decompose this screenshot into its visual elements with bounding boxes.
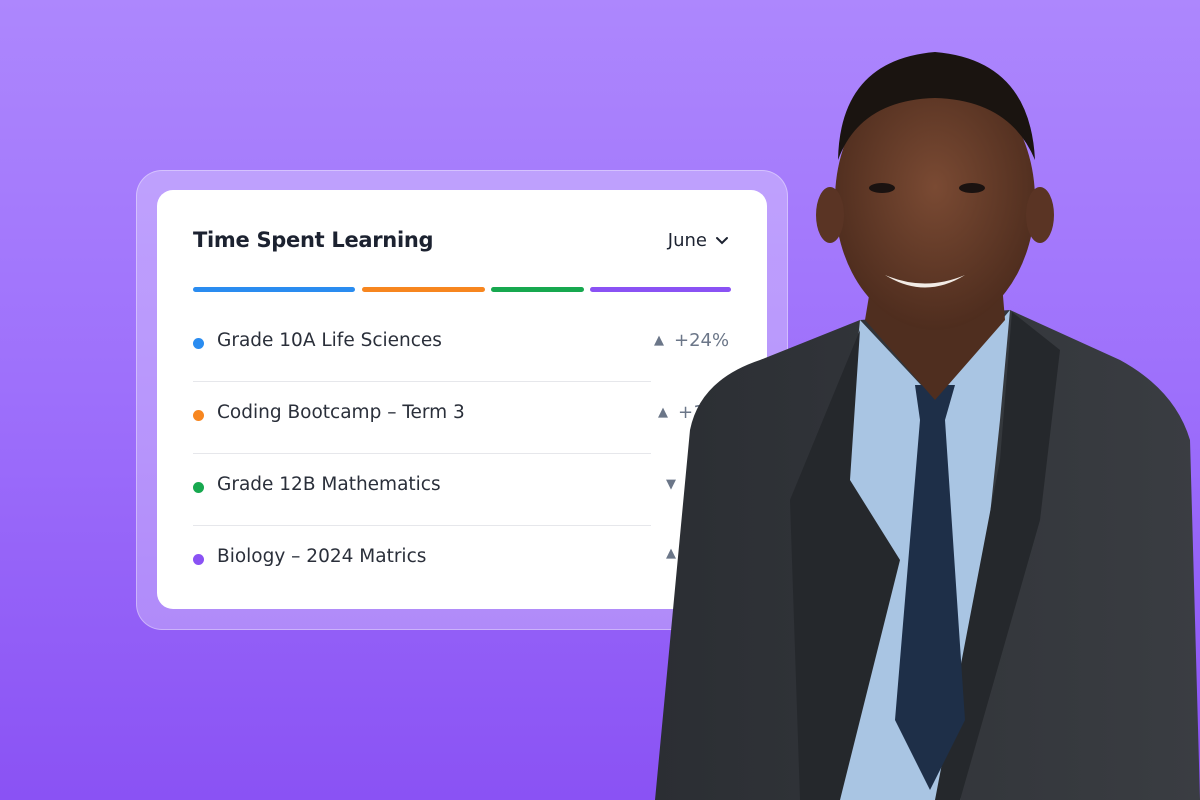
segment-2 [362,287,485,292]
course-label: Grade 10A Life Sciences [217,330,442,351]
list-item[interactable]: Biology – 2024 Matrics ▲ [193,526,731,598]
divider [193,525,651,526]
list-item[interactable]: Grade 10A Life Sciences ▲ +24% [193,310,731,382]
month-value: June [667,230,707,251]
color-dot [193,482,204,493]
course-label: Coding Bootcamp – Term 3 [217,402,465,423]
course-label: Biology – 2024 Matrics [217,546,427,567]
trend: ▲ +24% [654,330,729,351]
time-spent-learning-card: Time Spent Learning June Grade 10A Life … [157,190,767,609]
color-dot [193,410,204,421]
segment-3 [491,287,584,292]
chevron-down-icon [716,236,728,244]
segment-4 [590,287,731,292]
arrow-down-icon: ▼ [666,477,676,492]
divider [193,381,651,382]
color-dot [193,554,204,565]
change-value: +24% [674,330,730,351]
course-label: Grade 12B Mathematics [217,474,441,495]
segment-1 [193,287,355,292]
teacher-photo [655,52,1200,800]
month-dropdown[interactable]: June [668,230,729,251]
arrow-up-icon: ▲ [654,333,664,348]
distribution-bar [193,287,731,292]
card-title: Time Spent Learning [193,228,434,252]
arrow-up-icon: ▲ [666,546,676,561]
arrow-up-icon: ▲ [658,405,668,420]
trend: ▲ [666,546,686,561]
color-dot [193,338,204,349]
divider [193,453,651,454]
